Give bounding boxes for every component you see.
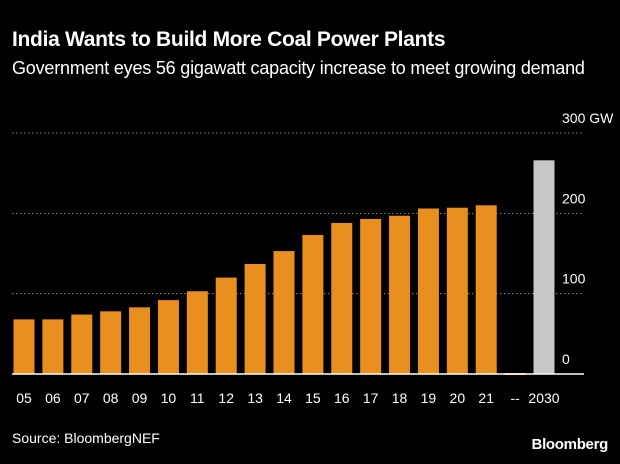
bar xyxy=(417,208,439,374)
bar xyxy=(42,319,64,374)
x-tick-label: 17 xyxy=(363,390,379,406)
x-tick-label: 06 xyxy=(45,390,61,406)
x-tick-label: 05 xyxy=(16,390,32,406)
bar xyxy=(533,160,555,374)
x-tick-label: 07 xyxy=(74,390,90,406)
x-tick-label: 10 xyxy=(161,390,177,406)
bar xyxy=(186,291,208,374)
x-tick-label: 12 xyxy=(218,390,234,406)
bar xyxy=(446,207,468,374)
bar xyxy=(129,307,151,374)
bar xyxy=(389,215,411,374)
x-tick-label: 09 xyxy=(132,390,148,406)
x-tick-label: 16 xyxy=(334,390,350,406)
bar xyxy=(273,251,295,374)
x-tick-label: 15 xyxy=(305,390,321,406)
x-tick-label: 11 xyxy=(190,390,205,406)
bar xyxy=(157,300,179,374)
y-tick-label: 100 xyxy=(562,271,586,287)
bar xyxy=(331,222,353,374)
chart-title: India Wants to Build More Coal Power Pla… xyxy=(12,28,446,51)
x-tick-label: 14 xyxy=(276,390,292,406)
bar xyxy=(215,277,237,374)
x-tick-label: 18 xyxy=(392,390,408,406)
bar xyxy=(360,218,382,374)
bloomberg-logo: Bloomberg xyxy=(531,436,609,453)
y-tick-label: 300 GW xyxy=(562,110,614,126)
bar xyxy=(475,205,497,374)
x-tick-label: 08 xyxy=(103,390,119,406)
x-tick-label: 19 xyxy=(421,390,437,406)
bar xyxy=(302,235,324,374)
x-tick-label: 2030 xyxy=(528,390,559,406)
chart-subtitle: Government eyes 56 gigawatt capacity inc… xyxy=(12,58,585,78)
bar xyxy=(71,314,93,374)
bar xyxy=(100,311,122,374)
x-tick-label: 13 xyxy=(247,390,263,406)
x-tick-label: 21 xyxy=(478,390,494,406)
y-tick-label: 200 xyxy=(562,190,586,206)
y-tick-label: 0 xyxy=(562,351,570,367)
source-note: Source: BloombergNEF xyxy=(12,430,160,446)
bar xyxy=(244,263,266,374)
x-tick-label: 20 xyxy=(450,390,466,406)
bar xyxy=(13,319,35,374)
x-tick-label: -- xyxy=(510,390,520,406)
